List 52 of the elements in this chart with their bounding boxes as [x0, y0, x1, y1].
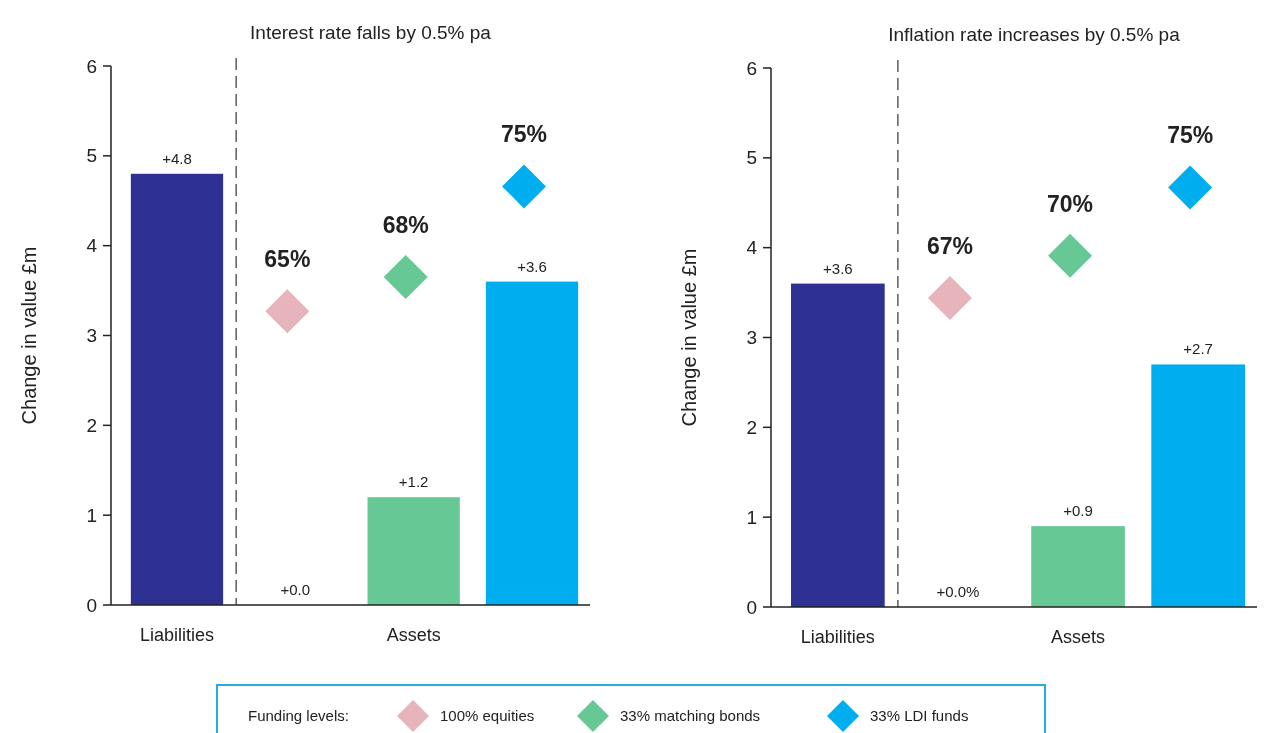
bar — [1151, 364, 1245, 607]
legend-title: Funding levels: — [248, 707, 349, 724]
data-label: +3.6 — [517, 257, 547, 275]
x-tick-label: Assets — [1051, 627, 1106, 647]
point — [265, 289, 310, 334]
bar — [485, 281, 579, 605]
annotation: 65% — [264, 246, 311, 273]
data-label: +0.0% — [936, 583, 980, 600]
annotation: 67% — [926, 232, 973, 259]
y-tick-label: 5 — [746, 147, 757, 169]
point — [927, 275, 972, 320]
point — [502, 164, 547, 209]
y-axis-title: Change in value £m — [18, 246, 40, 425]
point — [1048, 233, 1093, 278]
y-tick-label: 0 — [86, 594, 97, 616]
annotation: 75% — [1167, 122, 1214, 149]
point — [1168, 165, 1213, 210]
x-tick-label: Liabilities — [800, 627, 875, 647]
y-tick-label: 6 — [86, 55, 97, 77]
y-tick-label: 2 — [746, 416, 757, 438]
y-axis-title: Change in value £m — [678, 248, 700, 427]
x-tick-label: Assets — [386, 625, 441, 645]
bar — [791, 283, 885, 607]
point — [383, 255, 428, 300]
y-tick-label: 4 — [746, 237, 758, 259]
data-label: +1.2 — [398, 473, 429, 491]
y-tick-label: 4 — [86, 235, 98, 257]
legend-label: 33% matching bonds — [620, 707, 761, 724]
bar — [367, 497, 460, 605]
annotation: 70% — [1047, 190, 1094, 217]
legend-label: 100% equities — [440, 707, 535, 724]
data-label: +2.7 — [1183, 340, 1213, 358]
y-tick-label: 3 — [86, 325, 97, 347]
bar — [1031, 526, 1125, 607]
y-tick-label: 1 — [746, 506, 757, 528]
y-tick-label: 3 — [746, 327, 757, 349]
bar — [130, 173, 224, 605]
legend-label: 33% LDI funds — [870, 707, 969, 724]
y-tick-label: 5 — [86, 145, 97, 167]
annotation: 68% — [382, 212, 429, 239]
data-label: +0.0 — [280, 581, 311, 598]
data-label: +3.6 — [823, 259, 853, 277]
annotation: 75% — [500, 121, 548, 148]
x-tick-label: Liabilities — [139, 625, 215, 645]
y-tick-label: 0 — [746, 596, 757, 618]
y-tick-label: 2 — [86, 414, 97, 436]
y-tick-label: 1 — [86, 504, 97, 526]
y-tick-label: 6 — [746, 57, 757, 79]
data-label: +0.9 — [1063, 502, 1093, 520]
chart-title: Inflation rate increases by 0.5% pa — [888, 24, 1181, 45]
data-label: +4.8 — [162, 149, 192, 167]
chart-title: Interest rate falls by 0.5% pa — [250, 22, 492, 43]
